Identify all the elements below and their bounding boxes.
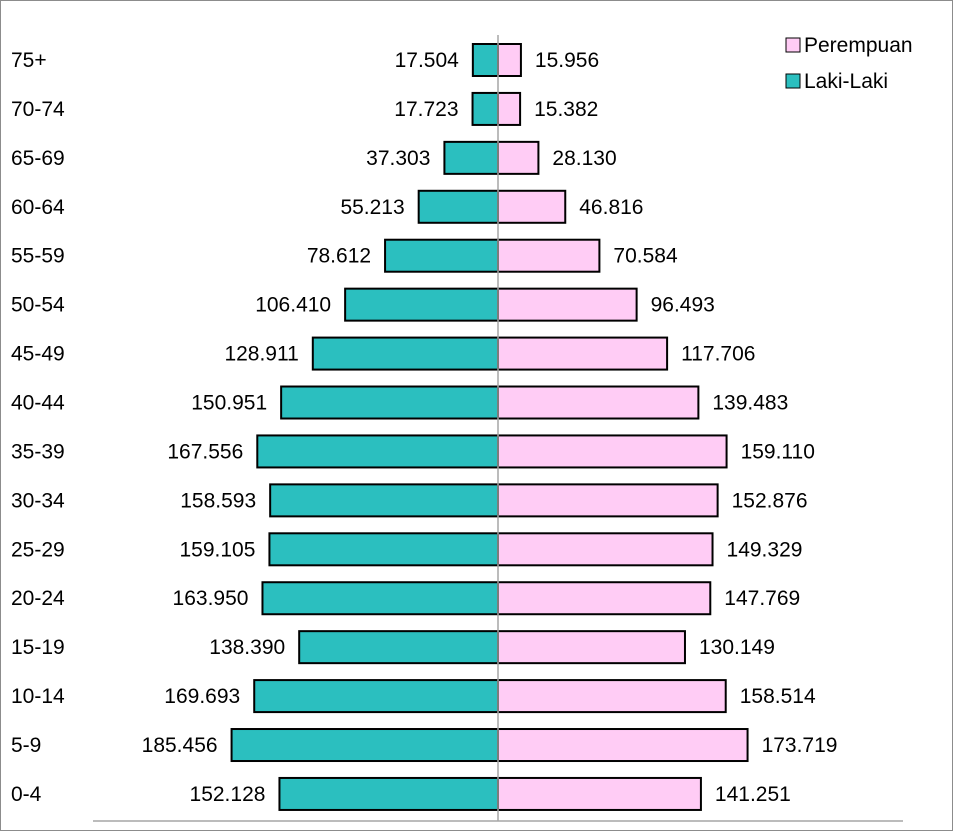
category-label-0-4: 0-4	[11, 783, 42, 806]
data-label-perempuan-0-4: 141.251	[715, 783, 791, 806]
data-label-laki-laki-30-34: 158.593	[180, 489, 256, 512]
data-label-perempuan-75-plus: 15.956	[535, 49, 599, 72]
bar-laki-laki-10-14	[253, 679, 499, 714]
legend: Perempuan Laki-Laki	[785, 34, 913, 93]
bar-laki-laki-0-4	[278, 776, 499, 811]
data-label-perempuan-30-34: 152.876	[732, 489, 808, 512]
labels-layer: 75+ 17.504 15.956 70-74 17.723 15.382 65-69 37.…	[11, 49, 837, 806]
data-label-perempuan-45-49: 117.706	[681, 343, 755, 366]
bar-perempuan-10-14	[497, 679, 727, 714]
category-label-65-69: 65-69	[11, 147, 65, 170]
bar-perempuan-55-59	[497, 238, 601, 273]
bar-laki-laki-40-44	[280, 385, 499, 420]
category-label-55-59: 55-59	[11, 245, 65, 268]
data-label-laki-laki-10-14: 169.693	[164, 685, 240, 708]
data-label-laki-laki-50-54: 106.410	[255, 294, 331, 317]
data-label-perempuan-25-29: 149.329	[727, 538, 803, 561]
bar-laki-laki-35-39	[256, 434, 500, 469]
data-label-laki-laki-65-69: 37.303	[366, 147, 430, 170]
bar-perempuan-15-19	[497, 630, 686, 665]
category-label-40-44: 40-44	[11, 392, 65, 415]
bar-laki-laki-50-54	[344, 287, 500, 322]
legend-item-perempuan: Perempuan	[785, 34, 913, 57]
legend-item-laki-laki: Laki-Laki	[785, 70, 888, 93]
data-label-perempuan-55-59: 70.584	[613, 245, 678, 268]
bar-perempuan-30-34	[497, 483, 719, 518]
bar-laki-laki-5-9	[230, 728, 499, 763]
data-label-laki-laki-15-19: 138.390	[209, 636, 285, 659]
data-label-laki-laki-70-74: 17.723	[394, 98, 458, 121]
bar-laki-laki-25-29	[268, 532, 499, 567]
bar-perempuan-5-9	[497, 728, 749, 763]
bar-laki-laki-70-74	[471, 91, 499, 126]
bar-perempuan-0-4	[497, 776, 702, 811]
category-label-60-64: 60-64	[11, 196, 65, 219]
bar-laki-laki-15-19	[298, 630, 500, 665]
bar-perempuan-65-69	[497, 140, 540, 175]
data-label-laki-laki-40-44: 150.951	[191, 392, 267, 415]
bar-laki-laki-45-49	[311, 336, 499, 371]
data-label-laki-laki-35-39: 167.556	[167, 440, 243, 463]
data-label-perempuan-35-39: 159.110	[741, 440, 815, 463]
data-label-laki-laki-45-49: 128.911	[224, 343, 298, 366]
bar-laki-laki-65-69	[443, 140, 500, 175]
legend-swatch-perempuan	[785, 37, 801, 53]
bar-perempuan-35-39	[497, 434, 728, 469]
legend-swatch-laki-laki	[785, 73, 801, 89]
bar-perempuan-25-29	[497, 532, 714, 567]
legend-label-perempuan: Perempuan	[804, 34, 913, 57]
data-label-perempuan-20-24: 147.769	[724, 587, 800, 610]
bar-laki-laki-60-64	[417, 189, 499, 224]
data-label-perempuan-65-69: 28.130	[552, 147, 616, 170]
data-label-laki-laki-75-plus: 17.504	[395, 49, 460, 72]
category-label-15-19: 15-19	[11, 636, 65, 659]
bar-perempuan-45-49	[497, 336, 669, 371]
bar-perempuan-70-74	[497, 91, 522, 126]
category-label-30-34: 30-34	[11, 489, 65, 512]
bar-perempuan-75-plus	[497, 43, 522, 77]
data-label-laki-laki-0-4: 152.128	[190, 783, 266, 806]
data-label-laki-laki-5-9: 185.456	[142, 734, 218, 757]
bar-laki-laki-30-34	[269, 483, 499, 518]
category-label-20-24: 20-24	[11, 587, 65, 610]
bar-laki-laki-55-59	[384, 238, 500, 273]
bar-laki-laki-20-24	[261, 581, 499, 616]
data-label-perempuan-40-44: 139.483	[712, 392, 788, 415]
bars-layer	[230, 43, 749, 811]
category-label-70-74: 70-74	[11, 98, 65, 121]
data-label-laki-laki-20-24: 163.950	[173, 587, 249, 610]
data-label-laki-laki-25-29: 159.105	[180, 538, 256, 561]
bar-perempuan-20-24	[497, 581, 712, 616]
category-label-50-54: 50-54	[11, 294, 65, 317]
legend-label-laki-laki: Laki-Laki	[804, 70, 888, 93]
data-label-perempuan-50-54: 96.493	[651, 294, 715, 317]
bar-perempuan-60-64	[497, 189, 567, 224]
data-label-perempuan-5-9: 173.719	[762, 734, 838, 757]
category-label-45-49: 45-49	[11, 343, 65, 366]
category-label-35-39: 35-39	[11, 440, 65, 463]
axes-layer	[93, 35, 903, 822]
data-label-perempuan-70-74: 15.382	[534, 98, 598, 121]
category-label-75-plus: 75+	[11, 49, 47, 72]
bar-perempuan-40-44	[497, 385, 700, 420]
data-label-perempuan-60-64: 46.816	[579, 196, 643, 219]
data-label-perempuan-10-14: 158.514	[740, 685, 816, 708]
bar-laki-laki-75-plus	[471, 43, 500, 77]
data-label-perempuan-15-19: 130.149	[699, 636, 775, 659]
data-label-laki-laki-55-59: 78.612	[307, 245, 371, 268]
category-label-10-14: 10-14	[11, 685, 65, 708]
category-label-25-29: 25-29	[11, 538, 65, 561]
bar-perempuan-50-54	[497, 287, 638, 322]
category-label-5-9: 5-9	[11, 734, 41, 757]
data-label-laki-laki-60-64: 55.213	[340, 196, 404, 219]
